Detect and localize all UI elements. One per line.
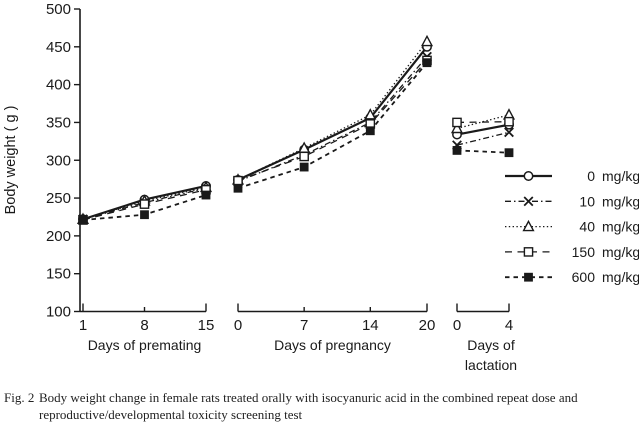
x-axis-tick-label-premating: 1: [79, 317, 87, 334]
series-line-150mgkg-lactation: [456, 121, 510, 124]
caption-text: Body weight change in female rats treate…: [39, 390, 599, 423]
y-axis-tick-label: 350: [46, 114, 71, 131]
series-marker-600mgkg: [233, 183, 243, 193]
caption-line-1: Body weight change in female rats treate…: [39, 390, 578, 405]
series-marker-40mgkg: [420, 34, 434, 47]
x-axis-tick-label-premating: 15: [198, 317, 215, 334]
y-axis-tick-label: 450: [46, 39, 71, 56]
legend-dose-label: 150: [572, 244, 596, 260]
legend-unit-label: mg/kg: [602, 168, 639, 184]
series-marker-150mgkg: [504, 116, 514, 127]
series-marker-600mgkg: [422, 58, 432, 68]
legend-marker-600mgkg: [524, 272, 533, 282]
legend-dose-label: 0: [587, 168, 595, 184]
x-axis-tick-label-pregnancy: 14: [362, 317, 379, 334]
series-marker-600mgkg: [504, 148, 514, 158]
figure-caption: Fig. 2 Body weight change in female rats…: [0, 390, 639, 423]
y-axis-tick-label: 500: [46, 1, 71, 18]
legend-row: 40 mg/kg: [505, 219, 639, 235]
legend-row: 0 mg/kg: [505, 168, 639, 184]
series-marker-40mgkg: [450, 121, 464, 134]
series-marker-150mgkg: [139, 199, 150, 209]
series-marker-150mgkg: [299, 151, 309, 162]
series-marker-600mgkg: [78, 215, 88, 225]
x-axis-tick-label-lactation: 4: [505, 317, 513, 334]
legend-unit-label: mg/kg: [602, 244, 639, 260]
series-marker-600mgkg: [201, 190, 211, 200]
series-line-150mgkg-pregnancy: [237, 59, 428, 182]
legend-marker-0mgkg: [523, 171, 534, 181]
series-marker-150mgkg: [452, 117, 462, 128]
series-line-0mgkg-pregnancy: [237, 46, 428, 181]
legend-unit-label: mg/kg: [602, 193, 639, 209]
x-axis-tick-label-pregnancy: 0: [234, 317, 242, 334]
legend-dose-label: 600: [572, 269, 596, 285]
axis-title-lactation: Days of: [467, 337, 515, 353]
legend-marker-10mgkg: [523, 196, 534, 207]
legend-marker-150mgkg: [523, 247, 534, 257]
series-line-10mgkg-lactation: [456, 131, 510, 146]
y-axis-tick-label: 100: [46, 304, 71, 321]
y-axis-tick-label: 150: [46, 266, 71, 283]
x-axis-tick-label-premating: 8: [140, 317, 148, 334]
series-marker-600mgkg: [299, 162, 309, 172]
series-marker-600mgkg: [452, 146, 462, 155]
y-axis-tick-label: 200: [46, 228, 71, 245]
legend-row: 150 mg/kg: [505, 244, 639, 260]
legend-row: 10 mg/kg: [505, 193, 639, 209]
y-axis-title: Body weight ( g ): [3, 106, 19, 215]
series-line-0mgkg-lactation: [456, 123, 510, 136]
x-axis-tick-label-pregnancy: 20: [419, 317, 436, 334]
y-axis-tick-label: 400: [46, 77, 71, 94]
x-axis-tick-label-lactation: 0: [453, 317, 461, 334]
x-axis-tick-label-pregnancy: 7: [300, 317, 308, 334]
y-axis-tick-label: 300: [46, 152, 71, 169]
legend-marker-40mgkg: [522, 219, 535, 232]
series-line-600mgkg-lactation: [456, 149, 510, 154]
series-line-600mgkg-pregnancy: [237, 62, 428, 190]
series-marker-150mgkg: [233, 175, 243, 186]
caption-line-2: reproductive/developmental toxicity scre…: [39, 406, 303, 422]
legend-dose-label: 40: [579, 219, 595, 235]
legend: 0 mg/kg 10 mg/kg 40 mg/kg 150 mg/kg 600 mg/kg: [505, 168, 639, 285]
caption-label: Fig. 2: [4, 390, 35, 405]
axis-title-premating: Days of premating: [88, 337, 202, 353]
series-line-40mgkg-pregnancy: [237, 41, 428, 181]
axis-title-lactation: lactation: [465, 357, 517, 373]
series-marker-600mgkg: [365, 126, 375, 136]
series-line-10mgkg-pregnancy: [237, 56, 428, 183]
series-marker-10mgkg: [504, 127, 514, 138]
axis-title-pregnancy: Days of pregnancy: [274, 337, 391, 353]
legend-unit-label: mg/kg: [602, 219, 639, 235]
series-marker-40mgkg: [364, 108, 377, 120]
legend-row: 600 mg/kg: [505, 269, 639, 285]
y-axis-tick-label: 250: [46, 190, 71, 207]
series-marker-600mgkg: [140, 210, 149, 220]
legend-unit-label: mg/kg: [602, 269, 639, 285]
legend-dose-label: 10: [579, 193, 595, 209]
